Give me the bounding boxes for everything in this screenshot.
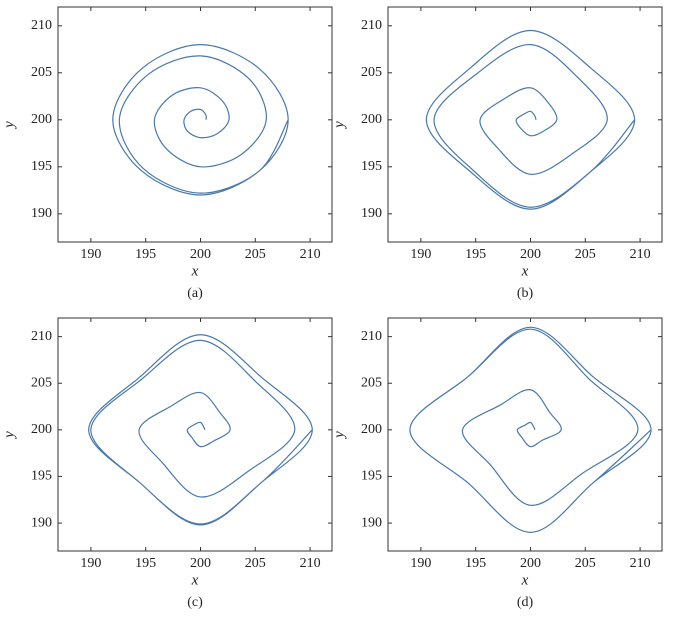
y-tick-label: 190 <box>361 515 382 530</box>
y-tick-label: 200 <box>361 112 382 127</box>
x-tick-label: 190 <box>80 556 101 571</box>
y-tick-label: 210 <box>31 329 52 344</box>
y-tick-label: 205 <box>31 65 52 80</box>
x-tick-label: 190 <box>410 556 431 571</box>
y-tick-label: 205 <box>361 375 382 390</box>
y-axis-label: y <box>331 431 347 440</box>
y-axis-label: y <box>1 121 17 130</box>
plot-frame <box>387 317 663 552</box>
plot-frame <box>387 6 663 243</box>
y-axis-label: y <box>1 431 17 440</box>
trajectory <box>112 43 289 196</box>
caption: (d) <box>517 595 534 610</box>
y-tick-label: 195 <box>31 469 52 484</box>
y-tick-label: 205 <box>31 375 52 390</box>
y-tick-label: 190 <box>361 206 382 221</box>
plot-frame <box>57 6 333 243</box>
x-tick-label: 210 <box>630 247 651 262</box>
x-tick-label: 205 <box>575 556 596 571</box>
x-tick-label: 200 <box>520 556 541 571</box>
x-tick-label: 190 <box>410 247 431 262</box>
x-tick-label: 210 <box>630 556 651 571</box>
x-axis-label: x <box>191 263 199 279</box>
y-tick-label: 195 <box>361 469 382 484</box>
y-tick-label: 200 <box>31 112 52 127</box>
x-tick-label: 200 <box>190 556 211 571</box>
y-tick-label: 200 <box>31 422 52 437</box>
y-tick-label: 195 <box>361 159 382 174</box>
x-tick-label: 205 <box>245 556 266 571</box>
x-tick-label: 195 <box>465 247 486 262</box>
x-tick-label: 200 <box>520 247 541 262</box>
x-tick-label: 195 <box>135 247 156 262</box>
x-axis-label: x <box>191 572 199 588</box>
x-axis-label: x <box>521 263 529 279</box>
x-tick-label: 195 <box>135 556 156 571</box>
y-axis-label: y <box>331 121 347 130</box>
x-tick-label: 190 <box>80 247 101 262</box>
y-tick-label: 210 <box>31 18 52 33</box>
y-tick-label: 210 <box>361 329 382 344</box>
y-tick-label: 195 <box>31 159 52 174</box>
y-tick-label: 205 <box>361 65 382 80</box>
x-tick-label: 205 <box>575 247 596 262</box>
trajectory <box>88 334 313 526</box>
trajectory <box>425 29 636 210</box>
x-tick-label: 200 <box>190 247 211 262</box>
x-tick-label: 210 <box>300 556 321 571</box>
x-tick-label: 210 <box>300 247 321 262</box>
y-tick-label: 190 <box>31 515 52 530</box>
plot-frame <box>57 317 333 552</box>
x-tick-label: 205 <box>245 247 266 262</box>
y-tick-label: 210 <box>361 18 382 33</box>
y-tick-label: 190 <box>31 206 52 221</box>
trajectory <box>409 326 652 533</box>
x-tick-label: 195 <box>465 556 486 571</box>
y-tick-label: 200 <box>361 422 382 437</box>
caption: (b) <box>517 286 534 301</box>
caption: (a) <box>187 286 203 301</box>
caption: (c) <box>187 595 203 610</box>
x-axis-label: x <box>521 572 529 588</box>
